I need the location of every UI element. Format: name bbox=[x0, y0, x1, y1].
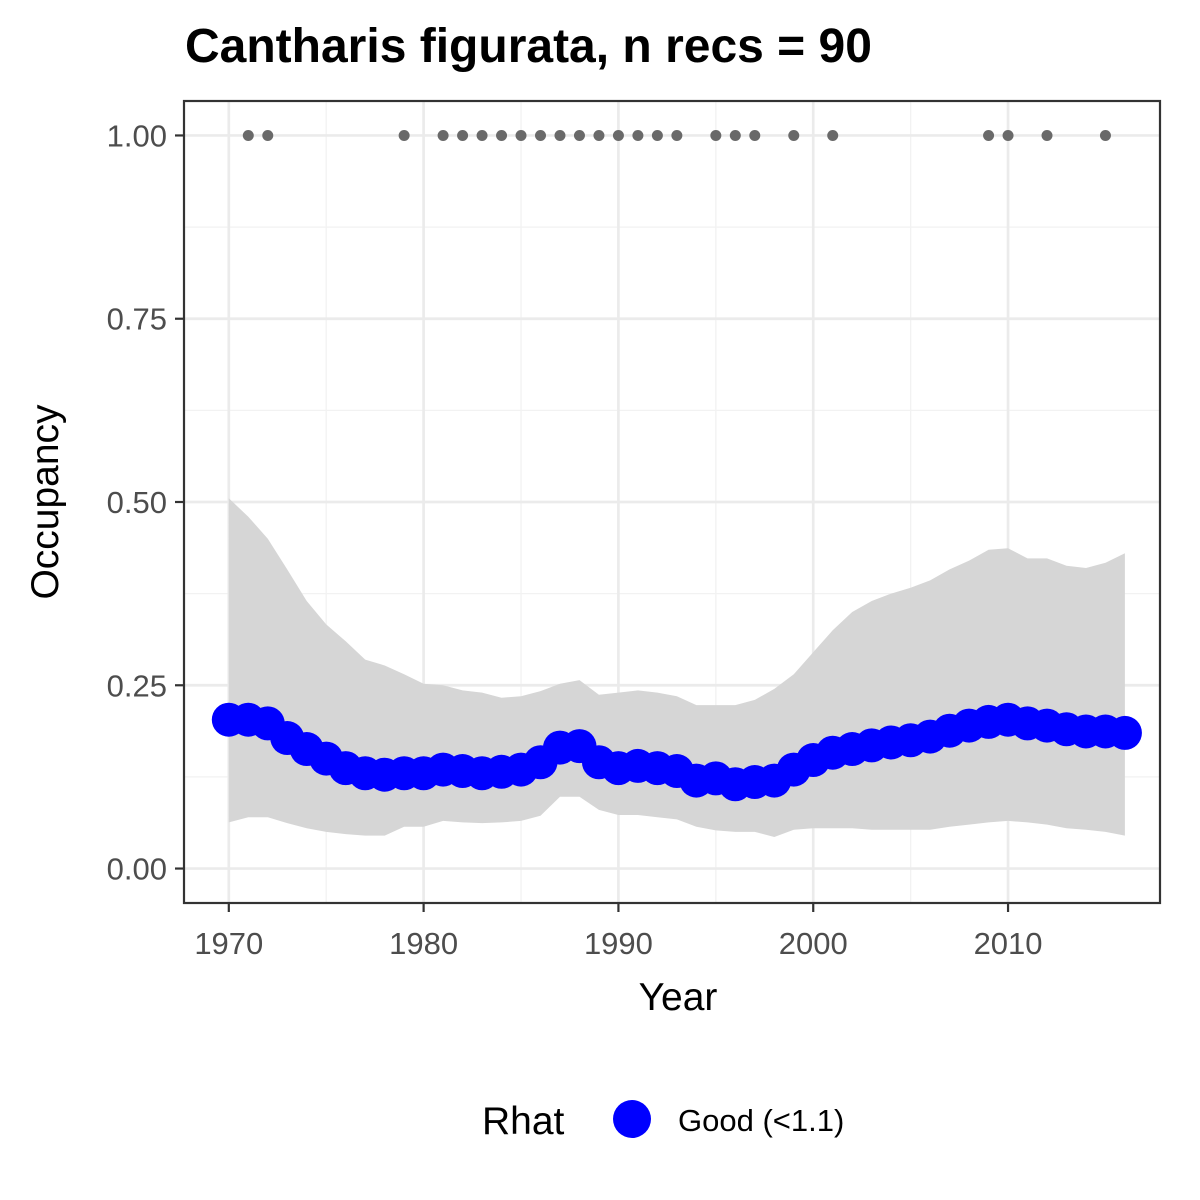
x-tick-label: 2010 bbox=[974, 926, 1043, 961]
x-axis-title: Year bbox=[639, 976, 718, 1019]
record-point bbox=[573, 129, 585, 141]
record-point bbox=[1041, 129, 1053, 141]
record-point bbox=[476, 129, 488, 141]
record-point bbox=[710, 129, 722, 141]
legend-title: Rhat bbox=[482, 1100, 565, 1143]
records-layer bbox=[242, 129, 1111, 141]
record-point bbox=[788, 129, 800, 141]
record-point bbox=[749, 129, 761, 141]
record-point bbox=[983, 129, 995, 141]
record-point bbox=[651, 129, 663, 141]
x-tick-label: 1990 bbox=[584, 926, 653, 961]
x-tick-label: 1980 bbox=[389, 926, 458, 961]
legend-label-good: Good (<1.1) bbox=[678, 1103, 844, 1138]
y-axis-title: Occupancy bbox=[24, 404, 67, 600]
record-point bbox=[535, 129, 547, 141]
record-point bbox=[729, 129, 741, 141]
chart-title: Cantharis figurata, n recs = 90 bbox=[185, 20, 872, 73]
record-point bbox=[554, 129, 566, 141]
occupancy-series bbox=[211, 702, 1142, 802]
record-point bbox=[671, 129, 683, 141]
x-tick-label: 1970 bbox=[194, 926, 263, 961]
legend: Rhat Good (<1.1) bbox=[482, 1100, 844, 1143]
record-point bbox=[593, 129, 605, 141]
x-tick-label: 2000 bbox=[779, 926, 848, 961]
record-point bbox=[457, 129, 469, 141]
occupancy-point bbox=[1107, 715, 1142, 750]
y-tick-label: 0.75 bbox=[107, 302, 167, 337]
record-point bbox=[1099, 129, 1111, 141]
x-axis: 1970 1980 1990 2000 2010 bbox=[194, 903, 1043, 961]
record-point bbox=[398, 129, 410, 141]
record-point bbox=[1002, 129, 1014, 141]
record-point bbox=[515, 129, 527, 141]
record-point bbox=[437, 129, 449, 141]
record-point bbox=[262, 129, 274, 141]
record-point bbox=[496, 129, 508, 141]
record-point bbox=[632, 129, 644, 141]
record-point bbox=[827, 129, 839, 141]
legend-key-good bbox=[613, 1100, 651, 1138]
plot-panel bbox=[182, 99, 1162, 905]
y-tick-label: 0.25 bbox=[107, 668, 167, 703]
y-axis: 0.00 0.25 0.50 0.75 1.00 bbox=[107, 118, 184, 887]
y-tick-label: 1.00 bbox=[107, 118, 167, 153]
y-tick-label: 0.00 bbox=[107, 852, 167, 887]
record-point bbox=[612, 129, 624, 141]
record-point bbox=[242, 129, 254, 141]
y-tick-label: 0.50 bbox=[107, 485, 167, 520]
